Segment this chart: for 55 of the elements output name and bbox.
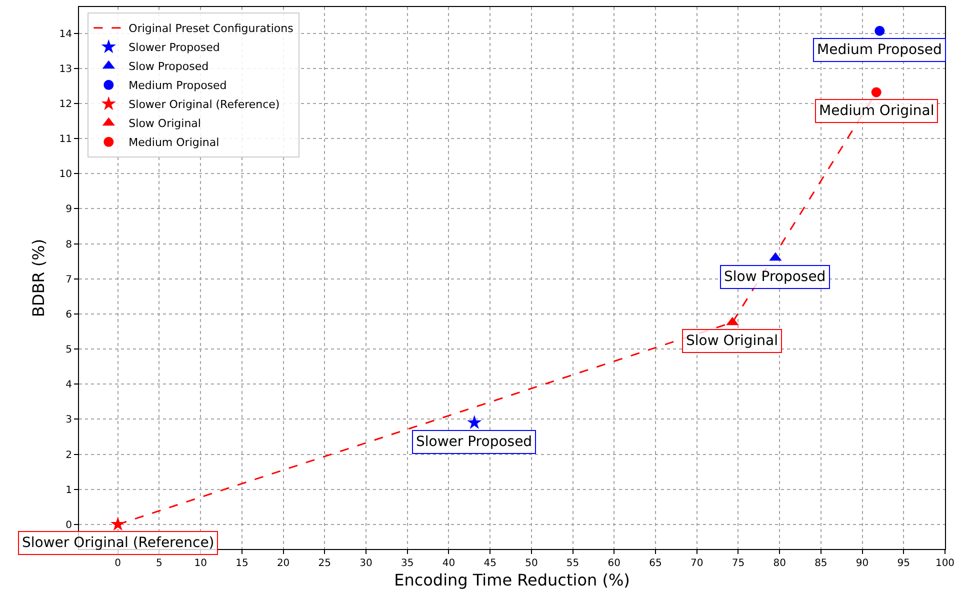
point [871, 87, 882, 98]
x-axis-title: Encoding Time Reduction (%) [394, 570, 630, 590]
x-tick-label: 75 [732, 558, 745, 569]
annotation: Slow Original [686, 333, 778, 349]
y-tick-label: 0 [66, 520, 72, 531]
x-tick-label: 0 [114, 558, 122, 569]
legend-label: Medium Proposed [128, 79, 227, 92]
x-tick-label: 90 [856, 558, 869, 569]
legend-label: Slow Original [128, 117, 201, 130]
y-tick-label: 10 [59, 169, 72, 180]
legend-label: Slow Proposed [128, 60, 209, 74]
annotation: Slower Original (Reference) [22, 535, 214, 551]
x-tick-label: 95 [897, 558, 910, 569]
x-tick-label: 70 [690, 558, 704, 569]
x-tick-label: 35 [401, 558, 414, 569]
legend-label: Original Preset Configurations [128, 22, 294, 36]
annotation: Slow Proposed [724, 269, 826, 285]
y-tick-label: 1 [66, 484, 72, 496]
point [110, 516, 126, 531]
y-tick-label: 11 [59, 134, 72, 146]
point [467, 415, 482, 429]
x-tick-label: 20 [276, 558, 290, 569]
y-tick-label: 13 [59, 64, 72, 75]
annotation: Medium Proposed [817, 42, 942, 58]
y-tick-label: 12 [59, 98, 72, 110]
y-tick-label: 3 [66, 414, 72, 426]
y-tick-label: 14 [59, 28, 72, 40]
x-tick-label: 15 [236, 558, 248, 569]
point [874, 26, 885, 36]
y-tick-label: 7 [66, 274, 72, 286]
x-tick-label: 80 [773, 558, 786, 569]
y-tick-label: 8 [66, 239, 72, 250]
x-tick-label: 60 [608, 558, 621, 569]
y-tick-label: 5 [66, 344, 72, 356]
legend-label: Slower Proposed [128, 41, 220, 54]
x-tick-label: 55 [566, 558, 580, 569]
annotation: Medium Original [819, 103, 934, 119]
x-tick-label: 45 [484, 558, 496, 569]
y-axis-title: BDBR (%) [29, 238, 48, 318]
legend-label: Medium Original [128, 136, 220, 150]
y-tick-label: 9 [66, 204, 72, 216]
x-tick-label: 100 [935, 558, 955, 569]
x-tick-label: 40 [442, 558, 456, 569]
y-tick-label: 6 [66, 309, 72, 320]
x-tick-label: 65 [649, 558, 662, 569]
annotation: Slower Proposed [416, 434, 532, 450]
legend-label: Slower Original (Reference) [128, 98, 280, 112]
x-tick-label: 50 [525, 558, 538, 569]
y-tick-label: 2 [66, 450, 72, 461]
x-tick-label: 85 [814, 558, 828, 569]
x-tick-label: 25 [318, 558, 332, 569]
x-tick-label: 30 [360, 558, 372, 569]
x-tick-label: 5 [156, 558, 162, 569]
y-tick-label: 4 [66, 380, 72, 391]
x-tick-label: 10 [194, 558, 207, 569]
